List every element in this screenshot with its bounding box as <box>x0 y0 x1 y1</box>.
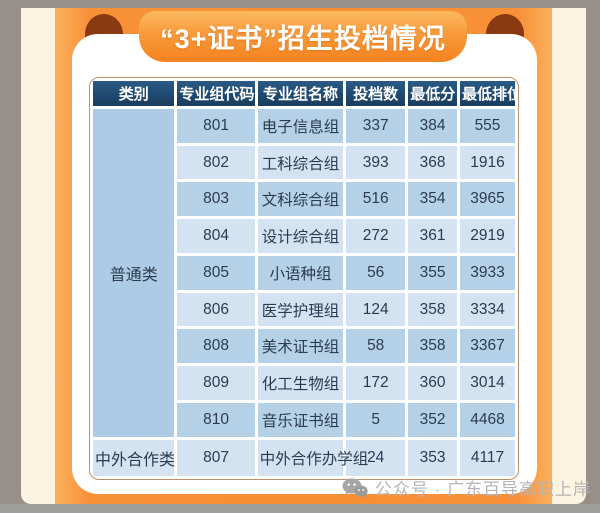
cell-name: 设计综合组 <box>257 219 344 253</box>
watermark-text: 公众号 · 广东百导高职上岸 <box>374 480 591 499</box>
admission-table: 类别 专业组代码 专业组名称 投档数 最低分 最低排位 普通类 801 电子信息… <box>89 77 519 480</box>
cell-min-rank: 3367 <box>460 329 515 364</box>
table-row: 810 音乐证书组 5 352 4468 <box>93 402 515 437</box>
cell-code: 809 <box>177 366 255 400</box>
table-row: 803 文科综合组 516 354 3965 <box>93 182 515 217</box>
cell-name: 小语种组 <box>257 255 344 290</box>
cell-code: 810 <box>177 402 255 437</box>
table-row: 802 工科综合组 393 368 1916 <box>93 145 515 180</box>
header-group-name: 专业组名称 <box>257 81 344 106</box>
cell-min-score: 368 <box>408 145 458 180</box>
cell-name: 工科综合组 <box>257 145 344 180</box>
cell-name: 电子信息组 <box>257 109 344 143</box>
table-row: 808 美术证书组 58 358 3367 <box>93 329 515 364</box>
cell-code: 801 <box>177 109 255 143</box>
cell-min-rank: 2919 <box>460 219 515 253</box>
category-cell-regular: 普通类 <box>93 109 175 437</box>
cell-min-rank: 4468 <box>460 402 515 437</box>
cell-docs: 337 <box>346 109 406 143</box>
cell-name: 中外合作办学组 <box>257 439 368 476</box>
header-min-score: 最低分 <box>408 81 458 106</box>
cell-min-rank: 3933 <box>460 255 515 290</box>
table-header-row: 类别 专业组代码 专业组名称 投档数 最低分 最低排位 <box>93 81 518 106</box>
cell-min-score: 353 <box>408 439 458 476</box>
cell-min-rank: 4117 <box>460 439 515 476</box>
cell-docs: 272 <box>346 219 406 253</box>
score-table: 类别 专业组代码 专业组名称 投档数 最低分 最低排位 普通类 801 电子信息… <box>90 78 518 479</box>
cell-min-score: 358 <box>408 329 458 364</box>
wechat-icon <box>342 477 368 498</box>
cell-docs: 172 <box>346 366 406 400</box>
cell-docs: 5 <box>346 402 406 437</box>
cell-min-rank: 3334 <box>460 292 515 327</box>
cell-name: 美术证书组 <box>257 329 344 364</box>
cell-min-rank: 555 <box>460 109 515 143</box>
cell-min-score: 354 <box>408 182 458 217</box>
cell-min-score: 355 <box>408 255 458 290</box>
page-title: “3+证书”招生投档情况 <box>160 24 446 54</box>
cell-min-rank: 1916 <box>460 145 515 180</box>
cell-docs: 124 <box>346 292 406 327</box>
cell-docs: 516 <box>346 182 406 217</box>
cell-code: 803 <box>177 182 255 217</box>
cell-code: 807 <box>177 439 255 476</box>
table-row: 809 化工生物组 172 360 3014 <box>93 366 515 400</box>
cell-code: 806 <box>177 292 255 327</box>
table-row: 中外合作类 807 中外合作办学组 24 353 4117 <box>93 439 515 476</box>
header-group-code: 专业组代码 <box>177 81 255 106</box>
cell-code: 808 <box>177 329 255 364</box>
header-min-rank: 最低排位 <box>460 81 518 106</box>
cell-code: 805 <box>177 255 255 290</box>
header-category: 类别 <box>93 81 175 106</box>
cell-docs: 393 <box>346 145 406 180</box>
cell-docs: 58 <box>346 329 406 364</box>
cell-docs: 24 <box>346 439 406 476</box>
table-row: 806 医学护理组 124 358 3334 <box>93 292 515 327</box>
cell-min-rank: 3965 <box>460 182 515 217</box>
bottom-gray-strip <box>0 504 600 513</box>
cell-docs: 56 <box>346 255 406 290</box>
cell-name: 化工生物组 <box>257 366 344 400</box>
title-banner: “3+证书”招生投档情况 <box>139 11 467 62</box>
cell-min-rank: 3014 <box>460 366 515 400</box>
watermark: 公众号 · 广东百导高职上岸 <box>342 475 591 500</box>
table-row: 普通类 801 电子信息组 337 384 555 <box>93 109 515 437</box>
cell-min-score: 360 <box>408 366 458 400</box>
cell-name: 文科综合组 <box>257 182 344 217</box>
cell-min-score: 358 <box>408 292 458 327</box>
cell-name: 医学护理组 <box>257 292 344 327</box>
cell-code: 802 <box>177 145 255 180</box>
cell-min-score: 361 <box>408 219 458 253</box>
cell-name: 音乐证书组 <box>257 402 344 437</box>
header-docs-count: 投档数 <box>346 81 406 106</box>
table-row: 805 小语种组 56 355 3933 <box>93 255 515 290</box>
category-cell-sino-foreign: 中外合作类 <box>93 439 175 476</box>
cell-min-score: 384 <box>408 109 458 143</box>
cell-min-score: 352 <box>408 402 458 437</box>
table-row: 804 设计综合组 272 361 2919 <box>93 219 515 253</box>
cell-code: 804 <box>177 219 255 253</box>
